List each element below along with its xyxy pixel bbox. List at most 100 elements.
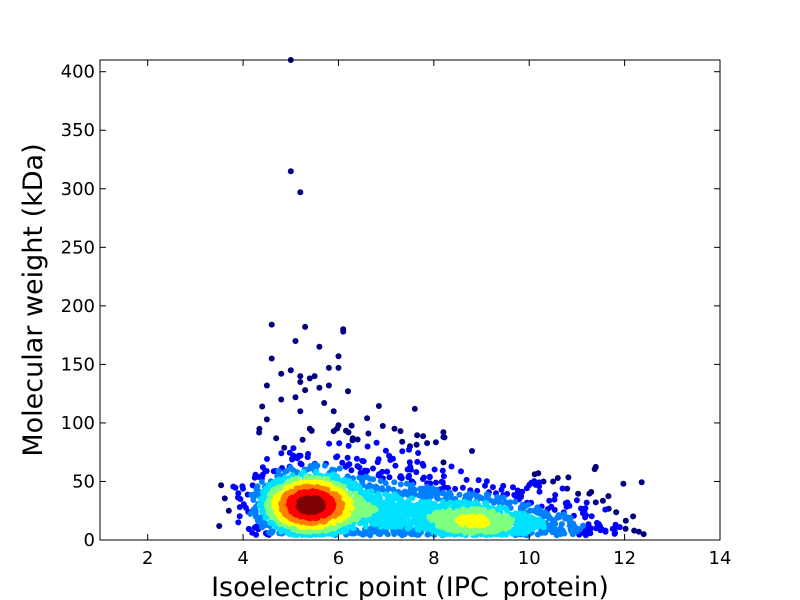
data-point — [308, 427, 315, 434]
data-point — [302, 387, 309, 394]
data-point — [524, 529, 531, 535]
data-point — [268, 355, 275, 362]
data-point — [235, 519, 242, 526]
data-point — [551, 506, 558, 513]
data-point — [527, 507, 533, 514]
data-point — [218, 482, 225, 489]
data-point — [445, 485, 452, 491]
data-point — [253, 523, 260, 530]
data-point — [512, 498, 519, 505]
data-point — [292, 394, 299, 401]
data-point — [551, 496, 558, 503]
data-point — [613, 509, 620, 516]
data-point — [333, 454, 340, 461]
data-point — [413, 469, 420, 476]
data-point — [253, 531, 260, 538]
data-point — [575, 490, 582, 497]
data-point — [562, 515, 568, 522]
data-point — [599, 497, 606, 504]
data-point — [440, 429, 447, 436]
data-point — [439, 467, 446, 474]
data-point — [235, 490, 242, 497]
data-point — [364, 415, 371, 422]
data-point — [640, 531, 647, 538]
data-point — [458, 468, 464, 475]
data-point — [405, 474, 412, 481]
x-axis-label: Isoelectric point (IPC_protein) — [211, 572, 609, 600]
data-point — [298, 461, 305, 468]
x-tick-label: 2 — [142, 548, 153, 569]
data-point — [236, 513, 243, 520]
data-point — [375, 403, 382, 409]
data-point — [264, 456, 270, 462]
data-point — [263, 382, 270, 389]
data-point — [448, 463, 455, 470]
data-point — [353, 455, 360, 462]
data-point — [294, 455, 301, 462]
data-point — [420, 462, 427, 469]
data-point — [373, 439, 380, 446]
data-point — [275, 468, 282, 474]
data-point — [475, 477, 482, 484]
data-point — [278, 396, 285, 403]
data-point — [365, 430, 372, 437]
data-point — [325, 364, 332, 371]
data-point — [546, 515, 553, 522]
data-point — [340, 328, 347, 335]
data-point — [440, 459, 447, 466]
data-point — [440, 473, 447, 480]
data-point — [397, 481, 404, 488]
data-point — [342, 463, 349, 470]
data-point — [304, 454, 311, 461]
y-tick-label: 350 — [61, 120, 95, 141]
data-point — [420, 433, 427, 440]
data-point — [419, 476, 426, 482]
y-axis-ticks: 0 50 100 150 200 250 300 350 400 — [61, 62, 720, 551]
data-point — [216, 523, 223, 529]
data-point — [349, 437, 356, 444]
data-point — [382, 480, 389, 487]
data-point — [357, 470, 364, 476]
data-point — [549, 519, 556, 526]
data-point — [366, 475, 373, 482]
data-point — [432, 479, 439, 486]
data-point — [622, 517, 629, 524]
data-point — [299, 436, 306, 443]
data-point — [413, 441, 420, 448]
data-point — [564, 485, 571, 492]
data-point — [631, 527, 638, 534]
data-point — [302, 323, 309, 330]
y-tick-label: 200 — [61, 296, 95, 317]
data-point — [345, 442, 352, 449]
data-point — [282, 468, 289, 475]
data-point — [565, 474, 572, 481]
data-point — [483, 478, 490, 485]
data-point — [399, 448, 406, 455]
data-point — [379, 423, 386, 429]
data-point — [375, 472, 382, 479]
data-point — [552, 492, 559, 498]
data-point — [263, 416, 270, 423]
data-point — [387, 457, 394, 463]
data-point — [364, 443, 371, 450]
data-point — [307, 501, 314, 508]
data-point — [326, 440, 333, 447]
data-point — [557, 525, 564, 532]
data-point — [573, 497, 580, 504]
data-point — [586, 490, 593, 497]
data-point — [389, 508, 396, 515]
plot-area-frame — [99, 59, 721, 541]
data-point — [404, 492, 411, 498]
data-point — [359, 457, 366, 464]
data-point — [498, 486, 505, 493]
data-points — [216, 57, 647, 539]
data-point — [594, 519, 600, 526]
data-point — [397, 428, 404, 435]
y-tick-label: 50 — [72, 471, 95, 492]
data-point — [347, 485, 354, 492]
data-point — [344, 454, 351, 461]
x-tick-label: 6 — [333, 548, 344, 569]
data-point — [374, 459, 381, 466]
data-point — [339, 459, 346, 466]
